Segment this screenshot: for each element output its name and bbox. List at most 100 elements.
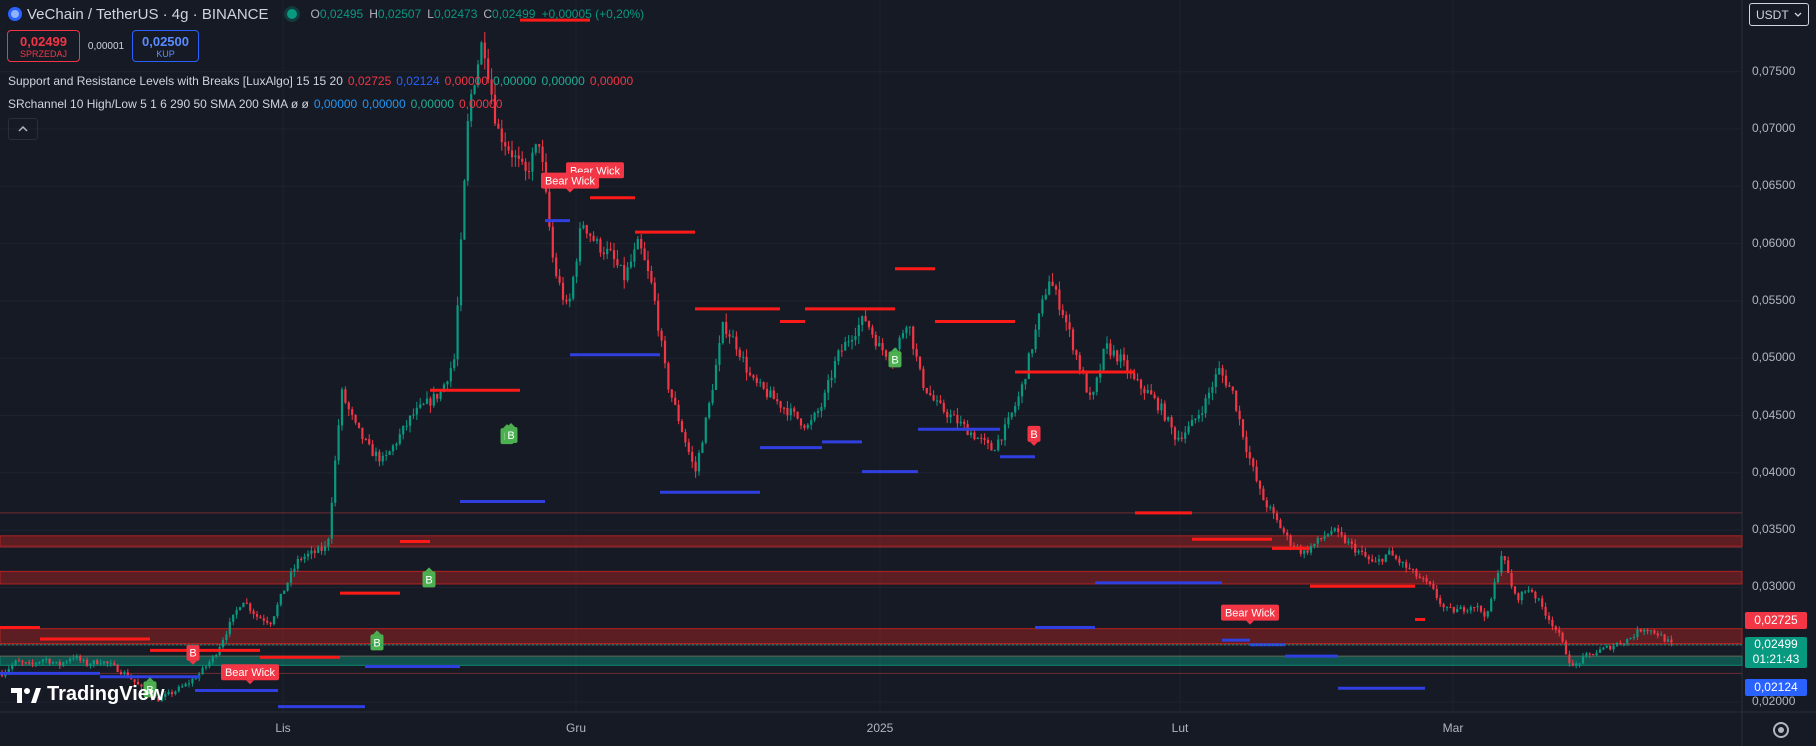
candle-body	[310, 550, 313, 554]
candle-body	[932, 394, 935, 401]
candle-body	[854, 336, 857, 340]
candle-body	[1024, 379, 1027, 385]
candle-body	[1632, 637, 1636, 639]
chevron-down-icon	[1794, 12, 1802, 17]
indicator-srchannel-legend[interactable]: SRchannel 10 High/Low 5 1 6 290 50 SMA 2…	[8, 97, 502, 111]
time-tick-label: Lis	[275, 721, 291, 735]
bear-signal-label: B	[1027, 425, 1041, 446]
candle-body	[575, 261, 578, 278]
candle-body	[551, 226, 554, 258]
candle-body	[344, 389, 347, 403]
currency-label: USDT	[1756, 7, 1789, 22]
candle-body	[823, 392, 826, 407]
candle-body	[1330, 531, 1333, 535]
indicator-value: 0,00000	[459, 97, 503, 111]
candle-body	[1071, 329, 1075, 351]
sr-zone	[0, 535, 1743, 547]
candle-body	[1547, 615, 1551, 620]
candle-body	[1445, 607, 1449, 609]
price-tick-label: 0,07000	[1752, 121, 1796, 135]
candle-body	[976, 437, 979, 440]
sell-button[interactable]: 0,02499 SPRZEDAJ	[7, 30, 80, 62]
candle-body	[470, 93, 473, 122]
high-label: H	[369, 7, 378, 21]
candle-body	[1292, 545, 1296, 548]
candle-body	[1609, 646, 1612, 650]
candle-body	[1500, 556, 1503, 573]
candle-body	[929, 393, 932, 395]
candle-body	[490, 79, 493, 95]
candle-body	[340, 389, 344, 426]
candle-body	[337, 425, 340, 461]
chart-settings-icon[interactable]	[1773, 722, 1789, 738]
market-open-icon[interactable]	[286, 9, 297, 19]
candle-body	[657, 300, 660, 331]
candle-body	[1513, 586, 1517, 594]
candle-body	[578, 228, 582, 262]
candle-body	[670, 389, 673, 398]
candle-body	[1224, 375, 1228, 386]
candle-body	[7, 668, 10, 673]
candle-body	[1622, 643, 1625, 645]
candle-body	[1051, 281, 1054, 287]
candle-body	[1231, 386, 1234, 391]
time-tick-label: Lut	[1171, 721, 1189, 735]
candle-body	[1323, 536, 1326, 539]
candle-body	[191, 678, 194, 684]
candle-body	[959, 421, 962, 424]
candle-body	[629, 261, 633, 268]
candle-body	[1007, 417, 1010, 425]
candle-body	[1575, 663, 1578, 666]
candle-body	[58, 661, 61, 666]
candle-body	[711, 389, 714, 403]
candle-body	[1503, 556, 1506, 561]
candle-body	[514, 155, 517, 158]
close-value: 0,02499	[492, 7, 536, 21]
candle-body	[1282, 528, 1285, 533]
currency-selector[interactable]: USDT	[1749, 3, 1809, 26]
candle-body	[572, 277, 575, 299]
bear-signal-label: Bear Wick	[541, 172, 599, 193]
candle-body	[1371, 559, 1374, 562]
candle-body	[1411, 569, 1415, 571]
candle-body	[1605, 646, 1608, 648]
candle-body	[96, 660, 99, 665]
candle-body	[1398, 558, 1401, 563]
candle-body	[184, 683, 187, 687]
candle-body	[1044, 294, 1047, 300]
candle-body	[1116, 350, 1119, 362]
candle-body	[330, 502, 333, 539]
candle-body	[844, 341, 847, 351]
candle-body	[619, 264, 622, 266]
candle-body	[714, 364, 718, 390]
candle-body	[772, 390, 775, 400]
signal-label-text: B	[373, 637, 380, 649]
vechain-logo-icon	[8, 7, 22, 21]
last-price-tag: 0,02499 01:21:43	[1745, 637, 1807, 668]
candle-body	[11, 664, 14, 669]
candle-body	[170, 692, 174, 694]
buy-button[interactable]: 0,02500 KUP	[132, 30, 199, 62]
candle-body	[765, 388, 769, 398]
price-tick-label: 0,05500	[1752, 292, 1796, 307]
tradingview-logo[interactable]: TradingView	[11, 683, 164, 706]
indicator-value: 0,00000	[362, 97, 406, 111]
candle-body	[769, 390, 772, 398]
candle-body	[1439, 598, 1442, 605]
indicator-value: 0,00000	[493, 74, 537, 88]
candle-body	[942, 402, 945, 412]
candle-body	[391, 445, 395, 452]
candle-body	[1663, 634, 1666, 642]
candle-body	[1405, 562, 1408, 568]
candle-body	[419, 404, 422, 408]
candle-body	[1262, 488, 1265, 501]
candle-body	[446, 381, 449, 385]
candle-body	[347, 402, 350, 410]
symbol-title[interactable]: VeChain / TetherUS · 4g · BINANCE	[27, 5, 269, 23]
indicator-luxalgo-legend[interactable]: Support and Resistance Levels with Break…	[8, 74, 633, 88]
candle-body	[272, 616, 276, 625]
candle-body	[1462, 607, 1466, 612]
candle-body	[72, 658, 75, 660]
collapse-legend-button[interactable]	[8, 118, 38, 140]
